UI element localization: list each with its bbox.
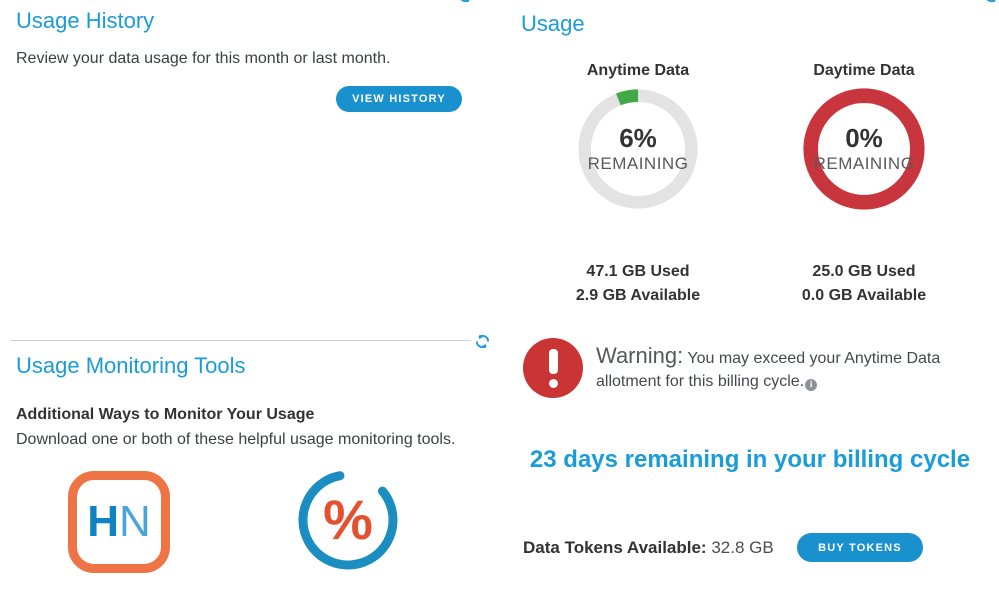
section-divider bbox=[10, 340, 471, 341]
daytime-usage-stats: 25.0 GB Used 0.0 GB Available bbox=[764, 260, 964, 308]
data-tokens-row: Data Tokens Available: 32.8 GB bbox=[523, 538, 774, 558]
buy-tokens-button[interactable]: BUY TOKENS bbox=[797, 533, 923, 562]
refresh-icon[interactable] bbox=[983, 0, 999, 4]
monitoring-tools-description: Download one or both of these helpful us… bbox=[16, 431, 456, 448]
anytime-available: 2.9 GB Available bbox=[575, 287, 701, 304]
daytime-donut-chart bbox=[803, 88, 925, 210]
data-tokens-label: Data Tokens Available: bbox=[523, 538, 707, 557]
usage-panel-title: Usage bbox=[521, 11, 585, 36]
exclamation-bar bbox=[548, 348, 558, 374]
anytime-data-label: Anytime Data bbox=[586, 62, 690, 79]
warning-exclamation-icon bbox=[523, 338, 583, 398]
daytime-available: 0.0 GB Available bbox=[801, 287, 927, 304]
anytime-data-donut: 6% REMAINING bbox=[575, 86, 701, 212]
warning-prefix: Warning: bbox=[596, 343, 684, 368]
hn-letter-h: H bbox=[87, 497, 119, 546]
refresh-icon[interactable] bbox=[457, 0, 474, 4]
additional-ways-subtitle: Additional Ways to Monitor Your Usage bbox=[16, 406, 315, 423]
hn-letter-n: N bbox=[119, 497, 151, 546]
anytime-percent-remaining: 6% bbox=[619, 122, 657, 153]
anytime-donut-chart bbox=[578, 89, 698, 209]
remaining-label: REMAINING bbox=[587, 154, 689, 174]
warning-body: You may exceed your Anytime Data allotme… bbox=[596, 350, 941, 390]
anytime-used: 47.1 GB Used bbox=[586, 263, 690, 280]
daytime-percent-remaining: 0% bbox=[845, 122, 883, 153]
usage-monitoring-tools-title: Usage Monitoring Tools bbox=[16, 353, 246, 378]
usage-history-title: Usage History bbox=[16, 8, 155, 33]
exclamation-dot bbox=[548, 378, 558, 388]
refresh-icon[interactable] bbox=[474, 333, 491, 350]
daytime-data-label: Daytime Data bbox=[813, 62, 915, 79]
warning-message: Warning: You may exceed your Anytime Dat… bbox=[596, 344, 948, 393]
view-history-button[interactable]: VIEW HISTORY bbox=[336, 86, 462, 112]
info-icon[interactable]: i bbox=[805, 378, 818, 391]
daytime-used: 25.0 GB Used bbox=[812, 263, 916, 280]
usage-history-description: Review your data usage for this month or… bbox=[16, 50, 391, 67]
data-tokens-value: 32.8 GB bbox=[706, 538, 774, 557]
remaining-label: REMAINING bbox=[813, 154, 915, 174]
percent-meter-tool-icon[interactable]: % bbox=[294, 466, 402, 574]
billing-cycle-remaining-message: 23 days remaining in your billing cycle bbox=[529, 446, 971, 473]
daytime-data-donut: 0% REMAINING bbox=[801, 86, 927, 212]
anytime-usage-stats: 47.1 GB Used 2.9 GB Available bbox=[538, 260, 738, 308]
percent-symbol: % bbox=[323, 488, 373, 551]
